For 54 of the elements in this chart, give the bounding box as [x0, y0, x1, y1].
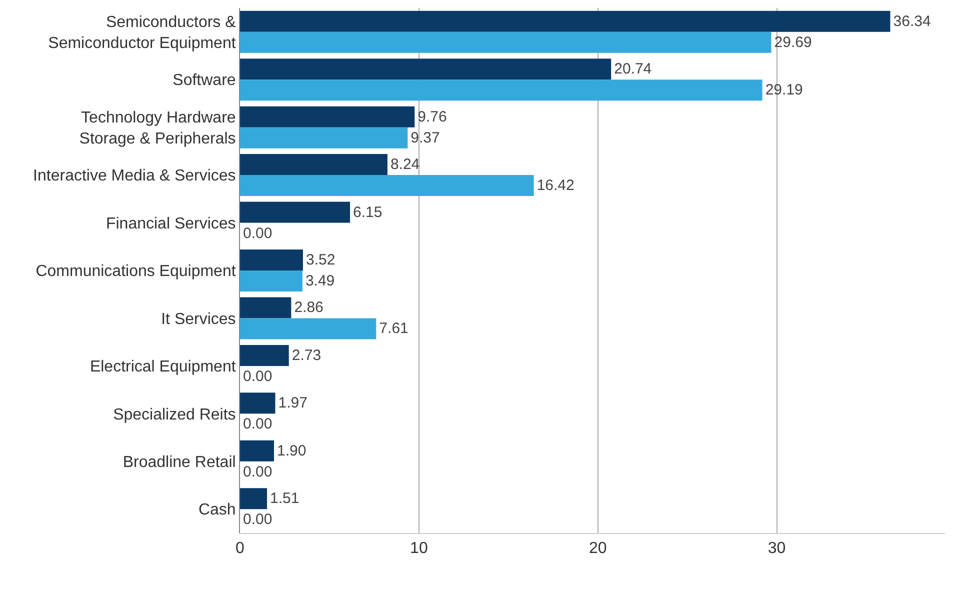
y-tick-label: Interactive Media & Services — [33, 168, 236, 185]
x-tick-label: 0 — [236, 540, 245, 558]
y-tick-label: Specialized Reits — [113, 406, 236, 424]
data-label: 20.74 — [614, 60, 652, 78]
bar — [240, 250, 303, 270]
y-tick-label: It Services — [161, 310, 236, 328]
data-label: 8.24 — [390, 156, 420, 174]
bar — [240, 58, 612, 80]
bar — [240, 127, 408, 148]
bar — [240, 106, 415, 128]
data-label: 0.00 — [243, 511, 272, 528]
bar — [240, 440, 274, 462]
y-tick-label: Semiconductors & Semiconductor Equipment — [48, 14, 236, 52]
bar — [240, 32, 772, 53]
data-label: 2.86 — [294, 299, 324, 316]
data-label: 1.90 — [277, 442, 306, 460]
data-label: 0.00 — [243, 224, 272, 242]
bar — [240, 318, 376, 340]
y-tick-label: Cash — [198, 502, 236, 519]
data-label: 29.19 — [765, 82, 803, 99]
bar — [240, 270, 302, 292]
data-label: 3.52 — [306, 252, 336, 268]
data-label: 7.61 — [379, 320, 408, 338]
data-label: 3.49 — [305, 272, 335, 290]
y-tick-label: Communications Equipment — [36, 263, 236, 280]
data-label: 2.73 — [292, 346, 322, 364]
data-label: 0.00 — [243, 416, 272, 433]
bar — [240, 297, 292, 318]
x-tick-label: 10 — [410, 540, 428, 558]
y-tick-label: Electrical Equipment — [90, 358, 236, 376]
data-label: 1.97 — [278, 394, 308, 412]
data-label: 0.00 — [243, 463, 272, 480]
data-label: 36.34 — [893, 12, 931, 30]
y-tick-label: Financial Services — [106, 215, 236, 232]
bar — [240, 392, 276, 414]
x-tick-label: 20 — [588, 540, 607, 558]
data-label: 29.69 — [774, 34, 812, 51]
bar — [240, 202, 350, 223]
data-label: 0.00 — [243, 368, 272, 385]
bar — [240, 488, 268, 510]
bar — [240, 175, 534, 196]
data-label: 16.42 — [536, 177, 574, 194]
x-tick-label: 30 — [768, 540, 786, 558]
bar — [240, 80, 762, 101]
y-tick-label: Technology Hardware Storage & Peripherals — [79, 110, 236, 148]
bar — [240, 10, 890, 32]
data-label: 9.37 — [410, 129, 440, 146]
data-label: 9.76 — [418, 108, 447, 126]
bar — [240, 154, 388, 176]
data-label: 1.51 — [270, 490, 300, 508]
y-tick-label: Broadline Retail — [122, 454, 236, 472]
bar — [240, 344, 289, 366]
y-tick-label: Software — [172, 72, 236, 90]
data-label: 6.15 — [353, 204, 382, 221]
